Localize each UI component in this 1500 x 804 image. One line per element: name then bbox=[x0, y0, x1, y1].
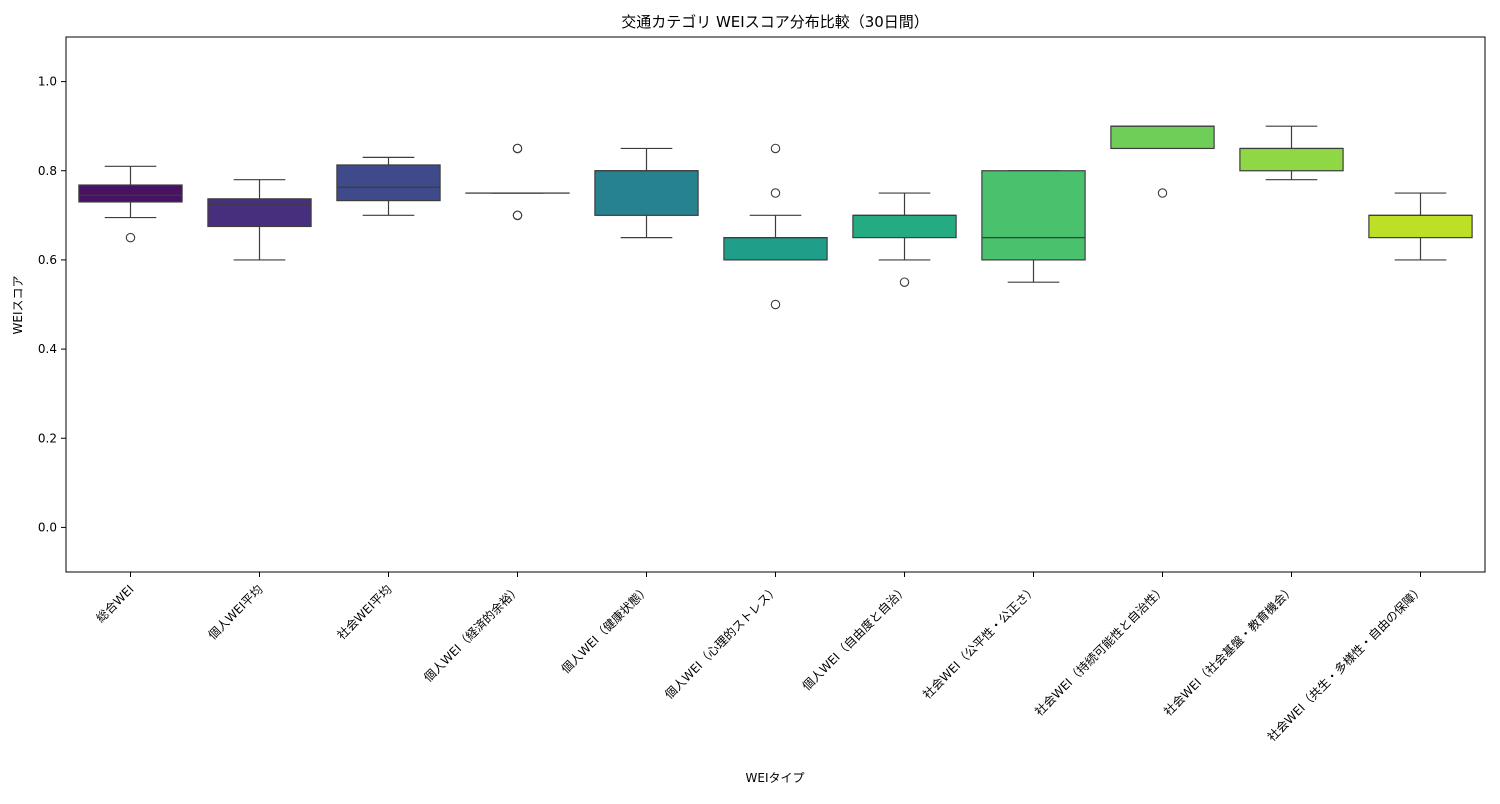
box bbox=[1240, 148, 1343, 170]
x-tick-label: 社会WEI（社会基盤・教育機会） bbox=[1160, 582, 1297, 719]
outlier-point bbox=[1158, 189, 1166, 197]
outlier-point bbox=[771, 300, 779, 308]
box bbox=[724, 238, 827, 260]
x-tick-label: 個人WEI（健康状態） bbox=[558, 582, 653, 677]
box bbox=[208, 199, 311, 227]
x-tick-label: 総合WEI bbox=[93, 582, 137, 626]
y-tick-label: 0.4 bbox=[38, 342, 57, 356]
box bbox=[982, 171, 1085, 260]
outlier-point bbox=[771, 144, 779, 152]
box bbox=[1111, 126, 1214, 148]
x-tick-label: 個人WEI（経済的余裕） bbox=[420, 582, 523, 685]
box bbox=[79, 185, 182, 202]
y-axis-label: WEIスコア bbox=[11, 276, 25, 335]
y-tick-label: 0.8 bbox=[38, 164, 57, 178]
y-tick-label: 1.0 bbox=[38, 75, 57, 89]
x-tick-label: 社会WEI（共生・多様性・自由の保障） bbox=[1264, 582, 1427, 745]
y-tick-label: 0.0 bbox=[38, 520, 57, 534]
outlier-point bbox=[900, 278, 908, 286]
y-tick-label: 0.2 bbox=[38, 431, 57, 445]
y-tick-label: 0.6 bbox=[38, 253, 57, 267]
box bbox=[595, 171, 698, 216]
x-tick-label: 社会WEI（持続可能性と自治性） bbox=[1031, 582, 1168, 719]
outlier-point bbox=[126, 233, 134, 241]
x-tick-label: 社会WEI（公平性・公正さ） bbox=[919, 582, 1039, 702]
outlier-point bbox=[771, 189, 779, 197]
outlier-point bbox=[513, 144, 521, 152]
x-tick-label: 個人WEI（自由度と自治） bbox=[799, 582, 911, 694]
plot-frame bbox=[66, 37, 1485, 572]
box bbox=[853, 215, 956, 237]
box bbox=[1369, 215, 1472, 237]
box bbox=[337, 165, 440, 201]
x-tick-label: 個人WEI（心理的ストレス） bbox=[661, 582, 781, 702]
x-tick-label: 社会WEI平均 bbox=[334, 582, 395, 643]
x-axis-label: WEIタイプ bbox=[746, 771, 805, 785]
outlier-point bbox=[513, 211, 521, 219]
chart-title: 交通カテゴリ WEIスコア分布比較（30日間） bbox=[621, 13, 929, 31]
x-tick-label: 個人WEI平均 bbox=[206, 582, 266, 642]
